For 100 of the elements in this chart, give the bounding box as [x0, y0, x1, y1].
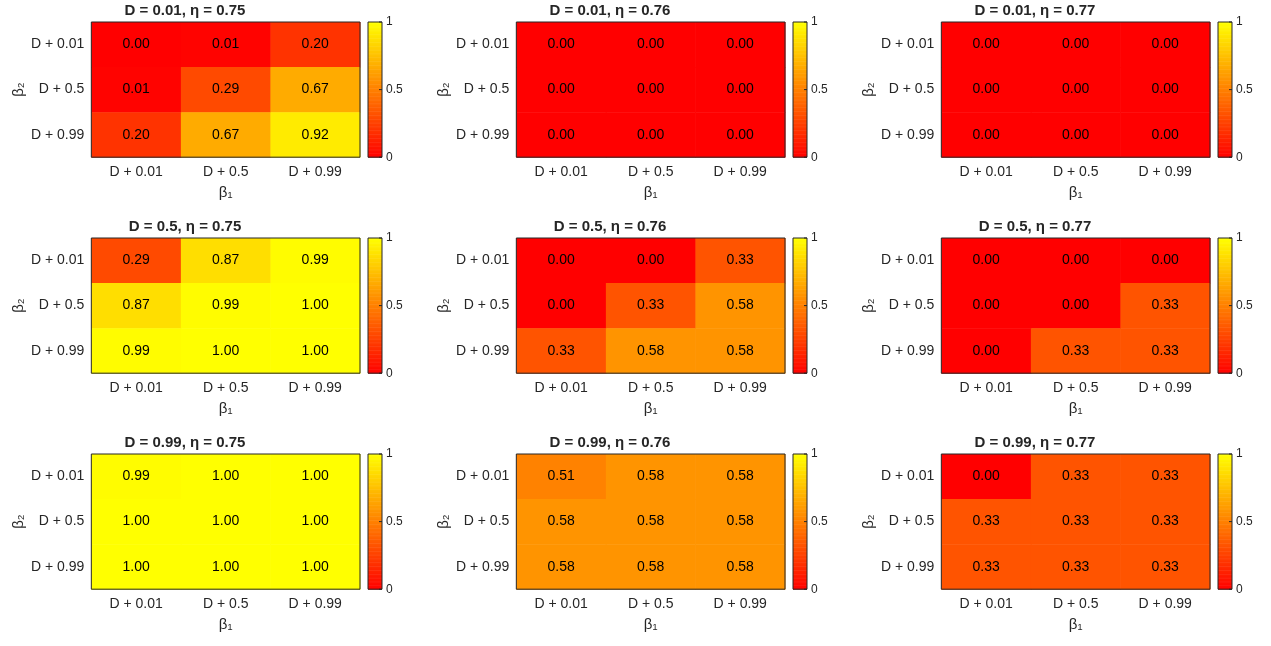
color-bar-label: 0.5	[811, 81, 829, 96]
data-label: 1.00	[212, 557, 240, 574]
y-axis-title: β₂	[434, 82, 452, 97]
data-label: 0.00	[637, 35, 665, 52]
x-tick-label: D + 0.5	[1052, 163, 1099, 180]
data-label: 0.00	[726, 80, 755, 97]
y-axis-title: β₂	[9, 514, 27, 529]
chart-title: D = 0.5, η = 0.77	[978, 217, 1092, 235]
chart-title: D = 0.99, η = 0.76	[549, 433, 671, 451]
data-label: 0.00	[1062, 251, 1090, 268]
x-tick-label: D + 0.5	[627, 163, 674, 180]
data-label: 0.00	[637, 80, 665, 97]
x-tick-label: D + 0.5	[202, 595, 249, 612]
x-tick-label: D + 0.5	[627, 595, 674, 612]
data-label: 0.58	[637, 557, 665, 574]
chart-title: D = 0.99, η = 0.75	[124, 433, 246, 451]
data-label: 0.00	[1151, 35, 1180, 52]
color-bar-label: 1	[1236, 446, 1243, 461]
x-tick-label: D + 0.99	[1138, 379, 1193, 396]
y-tick-label: D + 0.01	[880, 467, 935, 484]
data-label: 0.99	[122, 467, 150, 484]
data-label: 0.00	[726, 35, 755, 52]
data-label: 1.00	[122, 512, 150, 529]
data-label: 1.00	[301, 557, 330, 574]
color-bar-label: 0.5	[1236, 513, 1254, 528]
y-axis-title: β₂	[9, 298, 27, 313]
x-axis-title: β₁	[1068, 399, 1083, 417]
data-label: 0.00	[972, 35, 1000, 52]
data-label: 0.58	[637, 512, 665, 529]
data-label: 0.00	[972, 80, 1000, 97]
data-label: 0.58	[726, 296, 755, 313]
data-label: 0.33	[726, 251, 755, 268]
y-tick-label: D + 0.5	[38, 80, 85, 97]
y-tick-label: D + 0.99	[880, 125, 935, 142]
data-label: 0.00	[122, 35, 150, 52]
x-tick-label: D + 0.5	[1052, 379, 1099, 396]
x-axis-title: β₁	[643, 399, 658, 417]
color-bar-label: 0.5	[811, 513, 829, 528]
color-bar-label: 0	[811, 365, 818, 380]
data-label: 0.58	[726, 557, 755, 574]
data-label: 0.33	[972, 557, 1000, 574]
y-axis-title: β₂	[859, 514, 877, 529]
y-tick-label: D + 0.5	[888, 512, 935, 529]
data-label: 0.20	[301, 35, 330, 52]
x-tick-label: D + 0.01	[534, 379, 588, 396]
data-label: 0.51	[547, 467, 575, 484]
y-axis-title: β₂	[859, 298, 877, 313]
y-tick-label: D + 0.99	[30, 557, 85, 574]
x-axis-title: β₁	[218, 399, 233, 417]
data-label: 0.00	[1151, 251, 1180, 268]
data-label: 0.33	[547, 341, 575, 358]
data-label: 0.33	[1151, 296, 1180, 313]
chart-title: D = 0.01, η = 0.75	[124, 1, 246, 19]
data-label: 0.00	[972, 341, 1000, 358]
data-label: 0.00	[726, 125, 755, 142]
x-tick-label: D + 0.01	[109, 163, 163, 180]
y-tick-label: D + 0.01	[455, 35, 510, 52]
y-tick-label: D + 0.5	[38, 296, 85, 313]
x-tick-label: D + 0.99	[288, 379, 343, 396]
data-label: 0.58	[637, 467, 665, 484]
chart-title: D = 0.5, η = 0.75	[128, 217, 242, 235]
chart-title: D = 0.01, η = 0.76	[549, 1, 671, 19]
color-bar-label: 1	[386, 230, 393, 245]
y-tick-label: D + 0.5	[888, 80, 935, 97]
data-label: 0.00	[547, 251, 575, 268]
data-label: 0.33	[1151, 467, 1180, 484]
y-tick-label: D + 0.01	[30, 251, 85, 268]
x-tick-label: D + 0.01	[534, 163, 588, 180]
x-tick-label: D + 0.01	[959, 379, 1013, 396]
x-axis-title: β₁	[218, 615, 233, 633]
data-label: 0.58	[547, 557, 575, 574]
data-label: 0.00	[547, 296, 575, 313]
y-axis-title: β₂	[434, 514, 452, 529]
color-bar-label: 1	[811, 446, 818, 461]
x-tick-label: D + 0.5	[202, 379, 249, 396]
x-tick-label: D + 0.01	[959, 595, 1013, 612]
color-bar-label: 0.5	[386, 513, 404, 528]
data-label: 0.00	[637, 251, 665, 268]
color-bar-label: 0.5	[386, 297, 404, 312]
data-label: 0.33	[972, 512, 1000, 529]
x-tick-label: D + 0.5	[202, 163, 249, 180]
color-bar-label: 0.5	[811, 297, 829, 312]
color-bar-label: 0	[1236, 581, 1243, 596]
data-label: 0.29	[212, 80, 240, 97]
color-bar-label: 0	[1236, 365, 1243, 380]
color-bar-label: 1	[386, 446, 393, 461]
data-label: 0.00	[1151, 125, 1180, 142]
color-bar-label: 0	[811, 149, 818, 164]
color-bar-label: 0	[386, 149, 393, 164]
data-label: 0.00	[547, 35, 575, 52]
color-bar-label: 0	[386, 581, 393, 596]
y-tick-label: D + 0.5	[38, 512, 85, 529]
data-label: 0.20	[122, 125, 150, 142]
x-tick-label: D + 0.01	[534, 595, 588, 612]
data-label: 0.00	[1062, 125, 1090, 142]
y-tick-label: D + 0.01	[30, 35, 85, 52]
color-bar-label: 1	[1236, 230, 1243, 245]
data-label: 0.33	[1062, 557, 1090, 574]
x-tick-label: D + 0.99	[288, 163, 343, 180]
y-tick-label: D + 0.01	[455, 251, 510, 268]
